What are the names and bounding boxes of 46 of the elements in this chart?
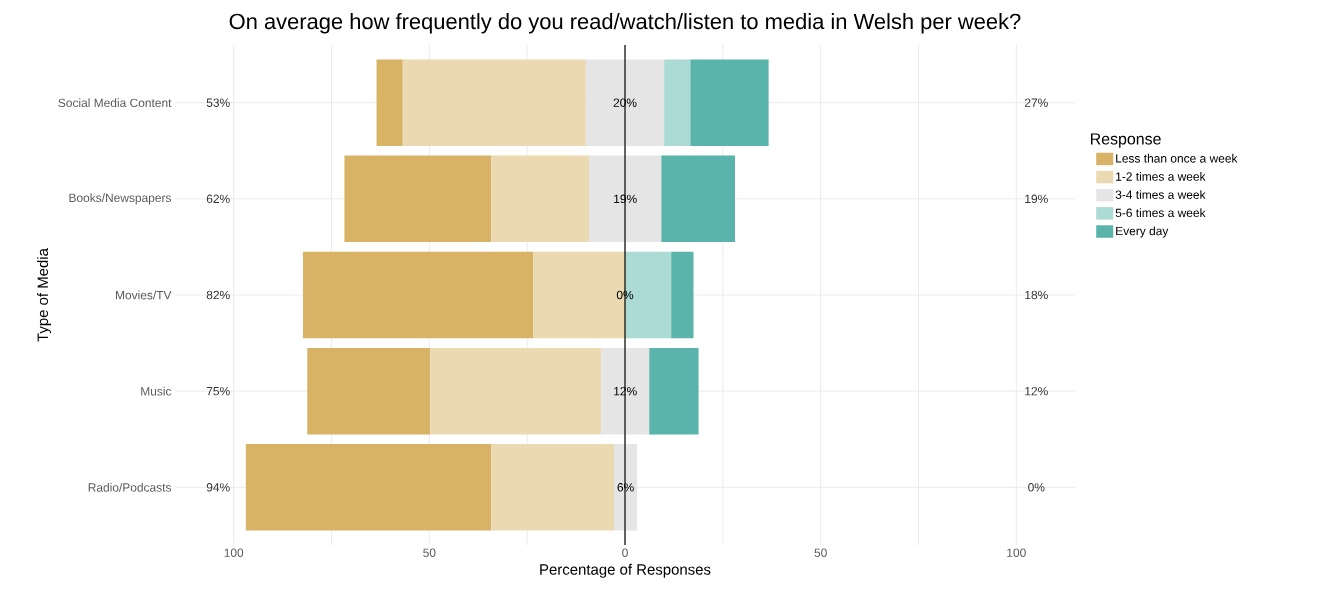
chart-title: On average how frequently do you read/watch/listen to media in Welsh per week?: [229, 13, 1021, 34]
annotation: 94%: [206, 483, 230, 492]
bar: [589, 155, 662, 243]
bar: [430, 347, 602, 435]
annotation: 19%: [1025, 194, 1048, 204]
bar: [585, 59, 665, 146]
bar: [302, 251, 534, 339]
bar: [601, 347, 650, 435]
annotation: 18%: [1025, 290, 1048, 300]
annotation: 75%: [206, 386, 230, 396]
x-tick-label: 50: [423, 548, 436, 557]
legend-label: 1-2 times a week: [1116, 172, 1206, 181]
x-tick-label: 0: [622, 548, 628, 557]
bar: [661, 155, 735, 243]
bar: [491, 444, 615, 531]
bar: [491, 155, 589, 243]
bar: [344, 155, 492, 243]
annotation: 82%: [206, 290, 230, 300]
annotation: 62%: [206, 194, 230, 204]
bar: [307, 347, 431, 435]
bar: [245, 444, 492, 531]
bar: [649, 347, 699, 435]
annotation: 12%: [1025, 386, 1048, 396]
x-tick-label: 100: [224, 548, 244, 557]
legend-label: 5-6 times a week: [1115, 208, 1206, 218]
y-tick-label: Social Media Content: [58, 98, 172, 108]
x-axis-title: Percentage of Responses: [540, 563, 711, 578]
bar: [664, 59, 691, 146]
legend-label: Every day: [1116, 226, 1169, 238]
y-tick-label: Radio/Podcasts: [88, 482, 172, 492]
bar: [671, 251, 694, 339]
annotation: 0%: [1028, 483, 1045, 492]
y-tick-label: Movies/TV: [116, 290, 172, 300]
y-tick-label: Music: [141, 386, 172, 396]
legend-label: 3-4 times a week: [1115, 190, 1206, 199]
y-axis-title: Type of Media: [37, 248, 51, 342]
y-tick-label: Books/Newspapers: [69, 193, 172, 205]
x-tick-label: 50: [814, 548, 827, 557]
bar: [402, 59, 586, 146]
x-tick-label: 100: [1007, 548, 1026, 557]
annotation: 53%: [206, 98, 230, 107]
bar: [376, 59, 403, 146]
legend-title: Response: [1091, 133, 1161, 148]
annotation: 27%: [1024, 98, 1048, 107]
bar: [690, 59, 769, 146]
legend-label: Less than once a week: [1116, 153, 1238, 163]
